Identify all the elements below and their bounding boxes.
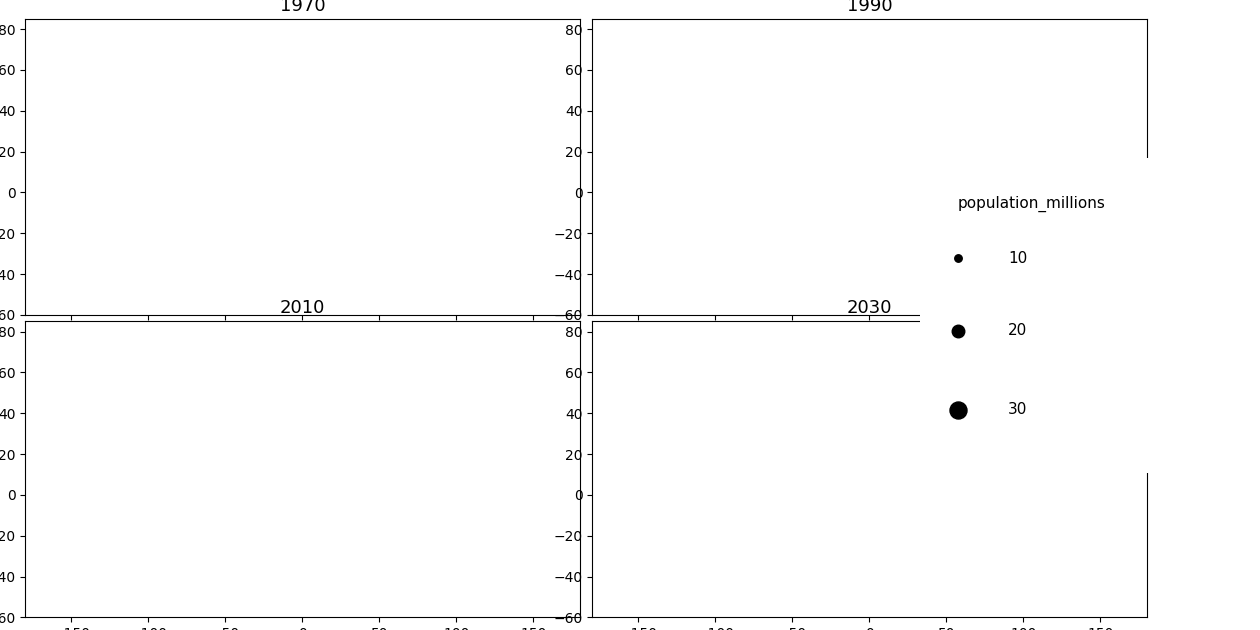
Title: 2030: 2030 <box>847 299 892 317</box>
Title: 1990: 1990 <box>847 0 892 14</box>
Text: 20: 20 <box>1008 323 1027 338</box>
FancyBboxPatch shape <box>903 142 1250 488</box>
Text: 10: 10 <box>1008 251 1027 266</box>
Text: population_millions: population_millions <box>958 195 1105 212</box>
Text: 30: 30 <box>1008 402 1027 417</box>
Title: 1970: 1970 <box>280 0 325 14</box>
Title: 2010: 2010 <box>280 299 325 317</box>
